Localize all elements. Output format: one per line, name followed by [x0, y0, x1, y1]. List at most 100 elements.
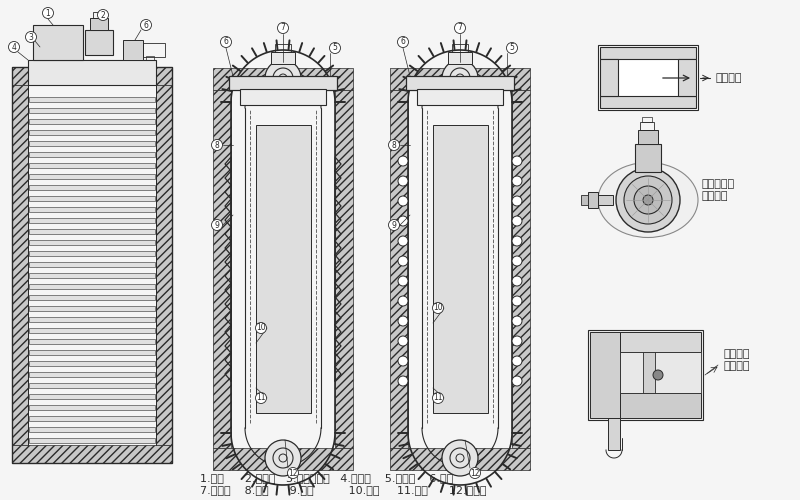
Bar [146, 56, 154, 60]
Text: 10: 10 [256, 324, 266, 332]
Bar [29, 317, 155, 322]
Bar [608, 418, 620, 450]
Circle shape [512, 336, 522, 346]
Circle shape [512, 376, 522, 386]
Circle shape [389, 220, 399, 230]
Circle shape [512, 256, 522, 266]
Circle shape [9, 42, 19, 52]
Bar [588, 192, 598, 208]
Bar [600, 59, 618, 96]
Text: 1.主轴      2.减速器   3.可调节轴承   4.垃圾槽    5.垃圾斗    6.罩壳: 1.主轴 2.减速器 3.可调节轴承 4.垃圾槽 5.垃圾斗 6.罩壳 [200, 473, 454, 483]
Text: 4: 4 [11, 42, 17, 51]
Circle shape [398, 176, 408, 186]
Text: 6: 6 [401, 38, 406, 46]
Bar [143, 43, 165, 57]
Bar [28, 60, 156, 85]
Bar [123, 40, 143, 60]
Bar [620, 393, 701, 418]
Bar [640, 122, 654, 130]
Bar [620, 332, 701, 352]
Bar [29, 108, 155, 113]
Circle shape [512, 316, 522, 326]
Circle shape [398, 236, 408, 246]
Bar [638, 130, 658, 144]
Bar [29, 174, 155, 179]
Bar [29, 262, 155, 267]
Circle shape [442, 60, 478, 96]
Text: 9: 9 [214, 220, 219, 230]
Bar [635, 144, 661, 172]
Bar [29, 273, 155, 278]
Bar [588, 330, 703, 420]
Circle shape [398, 276, 408, 286]
Text: 11: 11 [256, 394, 266, 402]
Circle shape [634, 186, 662, 214]
Bar [29, 229, 155, 234]
Circle shape [653, 370, 663, 380]
Circle shape [26, 32, 37, 42]
Bar [29, 383, 155, 388]
Text: 7: 7 [281, 24, 286, 32]
Circle shape [255, 322, 266, 334]
Bar [29, 152, 155, 157]
Bar [12, 67, 172, 463]
Bar [90, 18, 108, 30]
Bar [417, 89, 503, 105]
Ellipse shape [598, 162, 698, 238]
Circle shape [211, 140, 222, 150]
Circle shape [398, 376, 408, 386]
Circle shape [398, 36, 409, 48]
Circle shape [433, 392, 443, 404]
Text: 8: 8 [392, 140, 396, 149]
Bar [678, 59, 696, 96]
Circle shape [42, 8, 54, 18]
Bar [390, 68, 530, 90]
Bar [600, 47, 696, 59]
Bar [29, 394, 155, 399]
Circle shape [624, 176, 672, 224]
Text: 2: 2 [101, 10, 106, 20]
Bar [33, 25, 83, 60]
Circle shape [512, 356, 522, 366]
Bar [642, 117, 652, 122]
Circle shape [506, 42, 518, 54]
Bar [29, 438, 155, 443]
Circle shape [211, 220, 222, 230]
Circle shape [442, 440, 478, 476]
Bar [85, 30, 113, 55]
Circle shape [512, 276, 522, 286]
Bar [29, 361, 155, 366]
Circle shape [398, 336, 408, 346]
Circle shape [616, 168, 680, 232]
Circle shape [265, 60, 301, 96]
Circle shape [512, 196, 522, 206]
Bar [12, 67, 172, 85]
Bar [390, 448, 530, 470]
Bar [29, 185, 155, 190]
Bar [29, 339, 155, 344]
Bar [620, 352, 701, 393]
Text: 3: 3 [29, 32, 34, 42]
Bar [240, 89, 326, 105]
Bar [213, 68, 353, 90]
Text: 6: 6 [143, 20, 149, 30]
Bar [29, 372, 155, 377]
Bar [643, 352, 655, 393]
Text: 流道形式: 流道形式 [716, 73, 742, 83]
Bar [29, 295, 155, 300]
Circle shape [398, 316, 408, 326]
Bar [512, 90, 530, 448]
Bar [29, 130, 155, 135]
Circle shape [398, 156, 408, 166]
Bar [271, 52, 295, 64]
Bar [29, 240, 155, 245]
Bar [29, 306, 155, 311]
Circle shape [512, 156, 522, 166]
Circle shape [512, 176, 522, 186]
Circle shape [433, 302, 443, 314]
Text: 9: 9 [391, 220, 397, 230]
Bar [29, 119, 155, 124]
Bar [29, 427, 155, 432]
Bar [213, 448, 353, 470]
Bar [406, 76, 514, 90]
